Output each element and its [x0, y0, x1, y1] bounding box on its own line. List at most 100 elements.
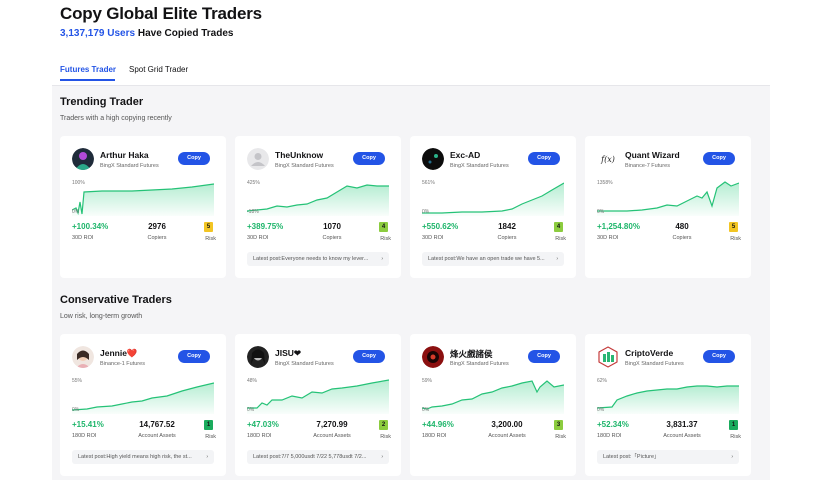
trader-name[interactable]: JISU❤: [275, 348, 302, 358]
stat-value: 7,270.99: [316, 420, 348, 429]
trader-card[interactable]: f(x) Quant Wizard Binance-7 Futures Copy…: [585, 136, 751, 278]
roi-label: 30D ROI: [597, 235, 619, 241]
latest-post[interactable]: Latest post:Everyone needs to know my le…: [247, 252, 389, 266]
roi-chart-area: [597, 386, 739, 414]
risk-label: Risk: [730, 434, 741, 440]
chart-min-label: -18%: [247, 209, 259, 215]
trader-card[interactable]: 烽火戲諸侯 BingX Standard Futures Copy 59% 0%…: [410, 334, 576, 476]
copy-button[interactable]: Copy: [353, 350, 385, 363]
stat-label: Copiers: [322, 235, 342, 241]
trader-avatar[interactable]: [247, 346, 269, 368]
roi-chart-line: [422, 182, 564, 214]
trader-name[interactable]: Jennie❤️: [100, 348, 138, 358]
risk-badge: 5: [729, 222, 738, 232]
copy-button[interactable]: Copy: [528, 350, 560, 363]
trader-card[interactable]: CriptoVerde BingX Standard Futures Copy …: [585, 334, 751, 476]
roi-chart-area: [597, 182, 739, 216]
trader-avatar[interactable]: [597, 346, 619, 368]
page-title: Copy Global Elite Traders: [60, 4, 262, 23]
trader-avatar[interactable]: [247, 148, 269, 170]
trader-avatar[interactable]: [422, 346, 444, 368]
active-tab-indicator: [60, 79, 115, 81]
chart-max-label: 100%: [72, 180, 85, 186]
copy-button[interactable]: Copy: [703, 152, 735, 165]
trader-avatar[interactable]: [422, 148, 444, 170]
latest-post-text: Latest post:「Picture」: [603, 454, 660, 460]
stat-label: Account Assets: [313, 433, 351, 439]
risk-badge: 1: [729, 420, 738, 430]
trader-avatar[interactable]: f(x): [597, 148, 619, 170]
trader-name[interactable]: TheUnknow: [275, 150, 324, 160]
roi-value: +15.41%: [72, 420, 104, 429]
roi-value: +47.03%: [247, 420, 279, 429]
stat-value: 1842: [498, 222, 516, 231]
risk-label: Risk: [380, 434, 391, 440]
section-title-trending: Trending Trader: [60, 96, 144, 108]
trader-card[interactable]: Exc-AD BingX Standard Futures Copy 561% …: [410, 136, 576, 278]
trader-card[interactable]: JISU❤ BingX Standard Futures Copy 48% 0%…: [235, 334, 401, 476]
chevron-right-icon: ›: [731, 454, 733, 460]
latest-post[interactable]: Latest post:High yield means high risk, …: [72, 450, 214, 464]
tab-divider: [52, 85, 770, 86]
trader-avatar[interactable]: [72, 148, 94, 170]
trader-name[interactable]: CriptoVerde: [625, 348, 674, 358]
trader-card[interactable]: TheUnknow BingX Standard Futures Copy 42…: [235, 136, 401, 278]
chart-max-label: 48%: [247, 378, 258, 384]
copy-button[interactable]: Copy: [353, 152, 385, 165]
trader-exchange: BingX Standard Futures: [450, 163, 509, 169]
trader-name[interactable]: Arthur Haka: [100, 150, 149, 160]
roi-label: 180D ROI: [247, 433, 272, 439]
stat-value: 3,831.37: [666, 420, 698, 429]
roi-chart-line: [597, 181, 739, 212]
roi-chart-line: [72, 183, 214, 216]
risk-badge: 3: [554, 420, 563, 430]
copy-button[interactable]: Copy: [703, 350, 735, 363]
tab-futures-trader[interactable]: Futures Trader: [60, 65, 117, 74]
chart-min-label: 0%: [247, 407, 255, 413]
risk-badge: 1: [204, 420, 213, 430]
chart-min-label: 0%: [422, 407, 430, 413]
risk-badge: 2: [379, 420, 388, 430]
stat-value: 2976: [148, 222, 166, 231]
latest-post[interactable]: Latest post:7/7 5,000usdt 7/22 5,778usdt…: [247, 450, 389, 464]
roi-chart-area: [72, 184, 214, 216]
trader-name[interactable]: Exc-AD: [450, 150, 481, 160]
roi-chart-line: [597, 385, 739, 409]
chart-min-label: 0%: [72, 209, 80, 215]
roi-chart-area: [422, 381, 564, 414]
roi-chart-area: [72, 383, 214, 414]
risk-label: Risk: [205, 236, 216, 242]
chevron-right-icon: ›: [556, 256, 558, 262]
stat-value: 1070: [323, 222, 341, 231]
trader-card[interactable]: Jennie❤️ Binance-1 Futures Copy 55% 0% +…: [60, 334, 226, 476]
trader-exchange: BingX Standard Futures: [275, 163, 334, 169]
roi-value: +550.62%: [422, 222, 459, 231]
trader-card[interactable]: Arthur Haka BingX Standard Futures Copy …: [60, 136, 226, 278]
roi-value: +389.75%: [247, 222, 284, 231]
roi-value: +100.34%: [72, 222, 109, 231]
roi-chart: [422, 182, 564, 216]
risk-badge: 4: [379, 222, 388, 232]
trader-name[interactable]: Quant Wizard: [625, 150, 680, 160]
trader-avatar[interactable]: [72, 346, 94, 368]
copy-button[interactable]: Copy: [528, 152, 560, 165]
chart-max-label: 55%: [72, 378, 83, 384]
page-subtitle: 3,137,179 Users Have Copied Trades: [60, 28, 233, 39]
copy-button[interactable]: Copy: [178, 152, 210, 165]
roi-chart-area: [422, 183, 564, 216]
latest-post[interactable]: Latest post:「Picture」 ›: [597, 450, 739, 464]
latest-post-text: Latest post:We have an open trade we hav…: [428, 256, 545, 262]
stat-label: Copiers: [672, 235, 692, 241]
subtitle-text: Have Copied Trades: [135, 28, 234, 39]
latest-post[interactable]: Latest post:We have an open trade we hav…: [422, 252, 564, 266]
user-count: 3,137,179 Users: [60, 28, 136, 39]
tab-spot-grid-trader[interactable]: Spot Grid Trader: [129, 65, 189, 74]
stat-value: 14,767.52: [139, 420, 175, 429]
stat-value: 480: [675, 222, 689, 231]
roi-chart-line: [247, 184, 389, 212]
copy-button[interactable]: Copy: [178, 350, 210, 363]
latest-post-text: Latest post:7/7 5,000usdt 7/22 5,778usdt…: [253, 454, 367, 460]
trader-exchange: Binance-7 Futures: [625, 163, 670, 169]
roi-chart: [597, 181, 739, 216]
trader-name[interactable]: 烽火戲諸侯: [450, 349, 493, 359]
